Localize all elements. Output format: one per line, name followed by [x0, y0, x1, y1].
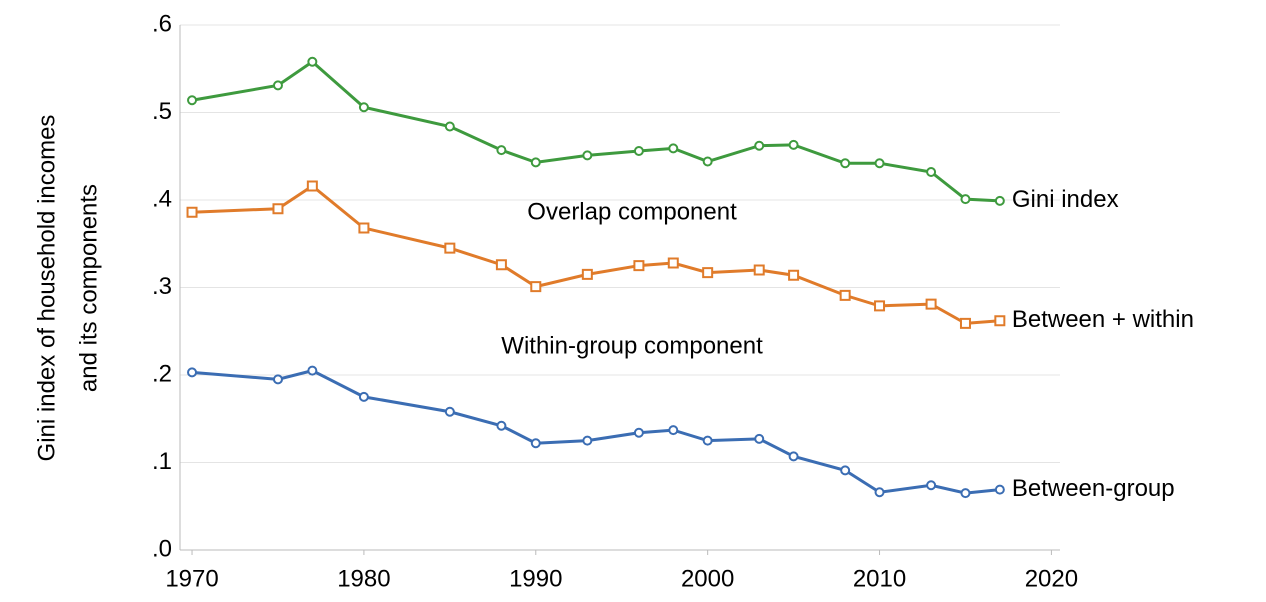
point — [444, 242, 456, 254]
point — [702, 267, 714, 279]
point — [530, 157, 541, 168]
point — [960, 488, 971, 499]
point — [754, 433, 765, 444]
y-tick-label: .2 — [152, 360, 172, 387]
point — [667, 257, 679, 269]
annotation: Within-group component — [501, 332, 763, 359]
point — [187, 367, 198, 378]
point — [358, 102, 369, 113]
y-tick-label: .0 — [152, 535, 172, 562]
point — [582, 435, 593, 446]
point — [496, 420, 507, 431]
point — [668, 143, 679, 154]
point — [582, 150, 593, 161]
point — [960, 194, 971, 205]
point — [702, 156, 713, 167]
point — [272, 80, 283, 91]
point — [307, 56, 318, 67]
point — [874, 300, 886, 312]
point — [306, 180, 318, 192]
point — [444, 406, 455, 417]
series-line — [191, 369, 1000, 495]
point — [874, 487, 885, 498]
x-tick-label: 1970 — [165, 565, 218, 592]
point — [668, 425, 679, 436]
point — [496, 145, 507, 156]
point — [633, 146, 644, 156]
legend-label: Between-group — [1012, 475, 1175, 502]
legend-label: Gini index — [1012, 186, 1119, 213]
point — [788, 139, 799, 150]
point — [926, 167, 937, 177]
point — [444, 121, 455, 132]
point — [994, 484, 1005, 495]
y-tick-label: .4 — [152, 185, 172, 212]
point — [530, 281, 542, 293]
point — [925, 298, 937, 310]
point — [495, 259, 507, 271]
legend-label: Between + within — [1012, 306, 1194, 333]
x-tick-label: 2010 — [853, 565, 906, 592]
y-tick-label: .1 — [152, 448, 172, 475]
point — [358, 391, 369, 402]
point — [926, 480, 937, 491]
point — [994, 315, 1006, 327]
x-tick-label: 1990 — [509, 565, 562, 592]
point — [959, 317, 971, 329]
point — [530, 438, 541, 449]
point — [581, 268, 593, 280]
point — [788, 269, 800, 281]
point — [702, 435, 713, 446]
point — [788, 451, 799, 462]
y-tick-label: .3 — [152, 273, 172, 300]
point — [754, 140, 765, 151]
point — [272, 374, 283, 385]
point — [874, 158, 885, 169]
point — [307, 365, 318, 376]
y-tick-label: .6 — [152, 10, 172, 37]
x-tick-label: 2020 — [1025, 565, 1078, 592]
point — [839, 289, 851, 301]
point — [358, 222, 370, 234]
point — [186, 206, 198, 218]
x-tick-label: 1980 — [337, 565, 390, 592]
point — [994, 195, 1005, 206]
point — [840, 465, 851, 476]
point — [753, 264, 765, 276]
point — [633, 260, 645, 272]
annotation: Overlap component — [527, 198, 737, 225]
y-axis-title: and its components — [75, 184, 102, 392]
point — [187, 95, 198, 106]
point — [272, 203, 284, 215]
series-line — [191, 184, 1000, 325]
x-tick-label: 2000 — [681, 565, 734, 592]
series-line — [191, 59, 1000, 203]
y-axis-title: Gini index of household incomes — [33, 115, 60, 462]
point — [633, 427, 644, 438]
point — [840, 158, 851, 169]
y-tick-label: .5 — [152, 98, 172, 125]
